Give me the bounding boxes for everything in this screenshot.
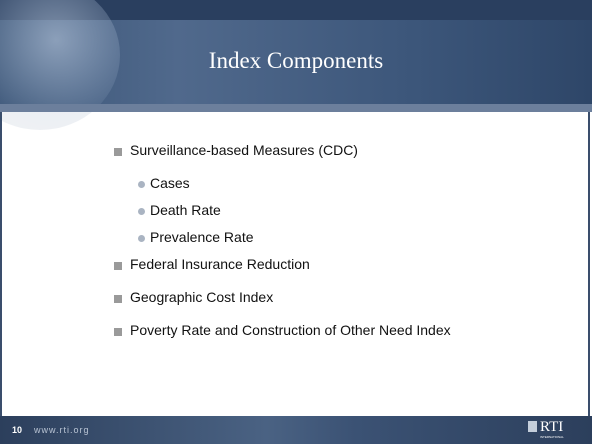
bullet-item: Poverty Rate and Construction of Other N… xyxy=(110,322,580,355)
header-band: Index Components xyxy=(0,0,592,130)
logo-text: RTI xyxy=(540,419,564,435)
logo-icon xyxy=(528,421,537,432)
logo: RTI INTERNATIONAL xyxy=(528,418,578,442)
sub-bullet-item: Cases xyxy=(110,175,580,202)
bullet-marker xyxy=(114,295,122,303)
logo-subtext: INTERNATIONAL xyxy=(540,435,564,439)
bullet-text: Poverty Rate and Construction of Other N… xyxy=(130,322,451,338)
bullet-item: Federal Insurance Reduction xyxy=(110,256,580,289)
bullet-text: Federal Insurance Reduction xyxy=(130,256,310,272)
header-sub-band xyxy=(0,104,592,112)
footer-url: www.rti.org xyxy=(34,425,90,435)
bullet-marker xyxy=(138,208,145,215)
bullet-marker xyxy=(114,328,122,336)
bullet-marker xyxy=(138,181,145,188)
bullet-list: Surveillance-based Measures (CDC) Cases De… xyxy=(110,142,580,355)
bullet-item: Geographic Cost Index xyxy=(110,289,580,322)
bullet-marker xyxy=(114,148,122,156)
sub-bullet-item: Prevalence Rate xyxy=(110,229,580,256)
bullet-marker xyxy=(138,235,145,242)
body-frame xyxy=(0,112,590,416)
bullet-text: Cases xyxy=(150,175,190,191)
bullet-text: Geographic Cost Index xyxy=(130,289,274,305)
sub-bullet-item: Death Rate xyxy=(110,202,580,229)
bullet-item: Surveillance-based Measures (CDC) xyxy=(110,142,580,175)
bullet-text: Prevalence Rate xyxy=(150,229,254,245)
bullet-marker xyxy=(114,262,122,270)
page-number: 10 xyxy=(12,425,23,435)
bullet-text: Surveillance-based Measures (CDC) xyxy=(130,142,358,158)
slide-title: Index Components xyxy=(208,48,384,73)
bullet-text: Death Rate xyxy=(150,202,221,218)
footer-band: 10 www.rti.org RTI INTERNATIONAL xyxy=(0,416,592,444)
header-strip xyxy=(0,0,592,20)
